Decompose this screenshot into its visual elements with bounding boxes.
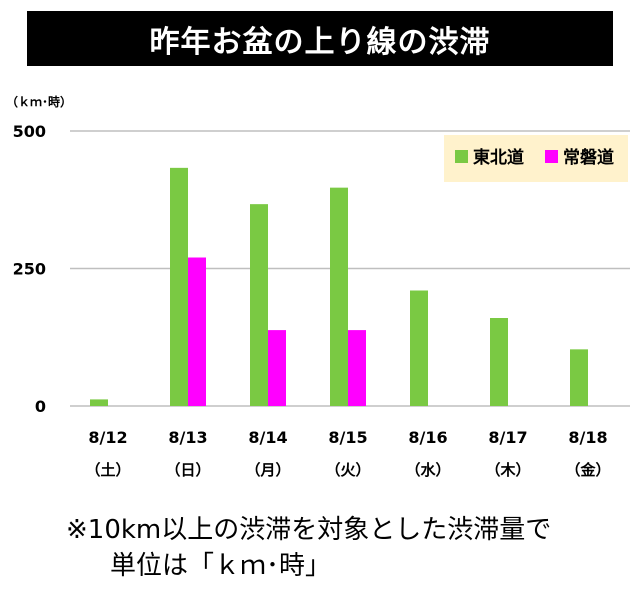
x-weekday-label: （土） — [85, 461, 130, 479]
chart-title: 昨年お盆の上り線の渋滞 — [27, 11, 613, 66]
legend-swatch-tohoku — [455, 150, 468, 163]
bar-tohoku-8/12 — [90, 399, 108, 406]
bar-joban-8/15 — [348, 330, 366, 406]
x-axis-labels: 8/12 （土） 8/13 （日） 8/14 （月） 8/15 （火） 8/16 （水） 8/17 （… — [85, 428, 610, 479]
legend-label-joban: 常磐道 — [563, 147, 614, 168]
x-tick-label: 8/12 — [88, 428, 127, 447]
footnote-line-2: 単位は「ｋｍ･時」 — [110, 551, 332, 581]
x-tick-label: 8/13 — [168, 428, 207, 447]
y-axis-ticks: 0 250 500 — [13, 122, 46, 416]
x-tick-label: 8/14 — [248, 428, 287, 447]
bar-tohoku-8/16 — [410, 290, 428, 406]
x-tick-label: 8/15 — [328, 428, 367, 447]
legend: 東北道 常磐道 — [444, 135, 628, 182]
bar-tohoku-8/14 — [250, 204, 268, 406]
bar-tohoku-8/18 — [570, 349, 588, 406]
footnote: ※10km以上の渋滞を対象とした渋滞量で 単位は「ｋｍ･時」 — [66, 512, 626, 584]
bar-tohoku-8/15 — [330, 187, 348, 406]
x-weekday-label: （木） — [485, 461, 530, 479]
legend-label-tohoku: 東北道 — [473, 147, 524, 168]
footnote-line-1: ※10km以上の渋滞を対象とした渋滞量で — [66, 515, 552, 545]
bar-joban-8/14 — [268, 330, 286, 406]
y-tick-label: 250 — [13, 260, 46, 279]
bar-chart: 0 250 500 （ｋｍ･時） 8/12 （土） 8/13 （日） 8/14 （月） 8/15… — [6, 94, 630, 479]
x-weekday-label: （日） — [165, 461, 210, 479]
y-tick-label: 500 — [13, 122, 46, 141]
x-tick-label: 8/18 — [568, 428, 607, 447]
bars — [90, 167, 588, 406]
y-axis-label: （ｋｍ･時） — [6, 94, 72, 109]
x-tick-label: 8/16 — [408, 428, 447, 447]
legend-background — [444, 135, 628, 182]
x-tick-label: 8/17 — [488, 428, 527, 447]
x-weekday-label: （月） — [245, 461, 290, 479]
x-weekday-label: （金） — [565, 461, 610, 479]
bar-tohoku-8/17 — [490, 318, 508, 406]
bar-tohoku-8/13 — [170, 167, 188, 406]
y-tick-label: 0 — [35, 397, 46, 416]
bar-joban-8/13 — [188, 257, 206, 406]
legend-swatch-joban — [545, 150, 558, 163]
x-weekday-label: （水） — [405, 461, 450, 479]
x-weekday-label: （火） — [325, 461, 370, 479]
